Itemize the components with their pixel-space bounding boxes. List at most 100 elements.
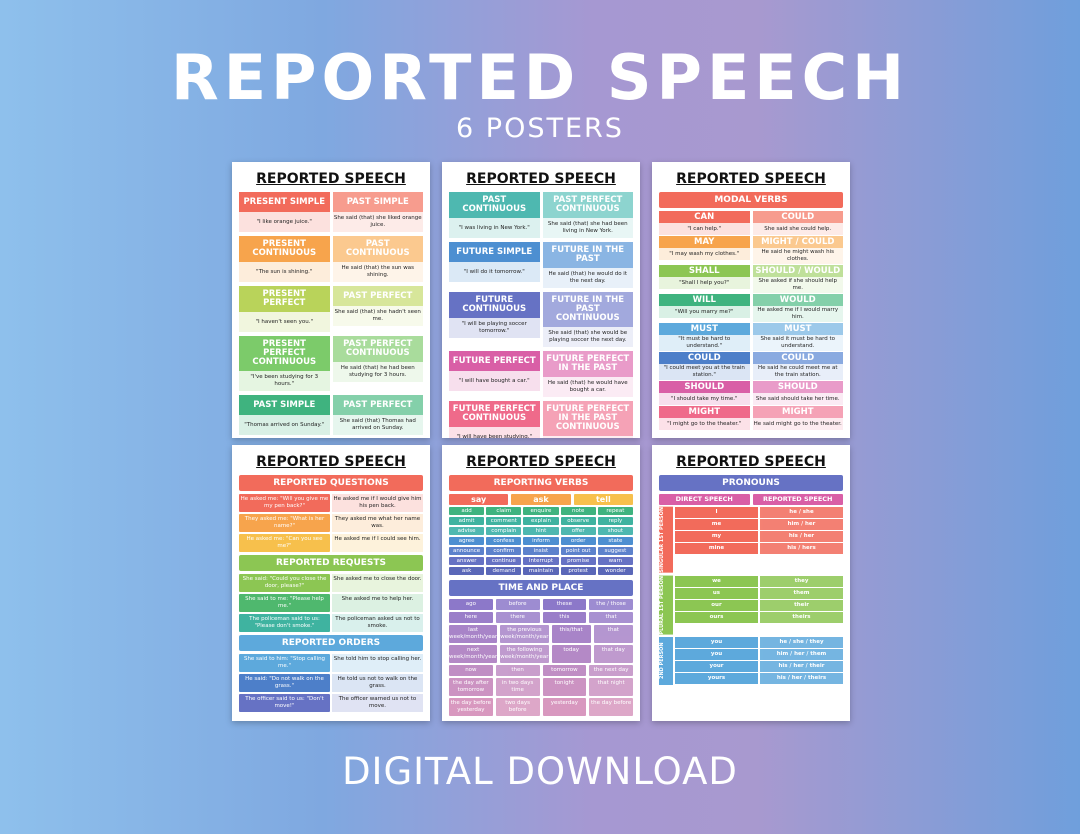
reported-cell: PAST SIMPLE She said (that) she liked ora… [332, 192, 423, 232]
reported-example: She said should take her time. [752, 393, 843, 405]
verb-head: tell [573, 494, 633, 505]
reported-pronoun: his / hers [760, 543, 843, 554]
time-place-row: here there this that [449, 612, 633, 623]
verb-head: ask [511, 494, 571, 505]
example-row: She said: "Could you close the door, ple… [239, 574, 423, 592]
tense-pair: CAN "I can help." COULD She said she could … [659, 211, 843, 235]
section-band: REPORTED REQUESTS [239, 555, 423, 571]
reported-heading: MUST [752, 323, 843, 335]
direct-example: "The sun is shining." [239, 262, 330, 282]
reported-cell: MIGHT / COULD He said he might wash his c… [752, 236, 843, 264]
poster-title: REPORTED SPEECH [466, 454, 616, 470]
time-place-cell: tonight [542, 678, 587, 696]
verb-item: hint [523, 527, 559, 535]
verb-item: interrupt [523, 557, 559, 565]
time-place-row: last week/month/year the previous week/mo… [449, 625, 633, 643]
reported-example: She said it must be hard to understand. [752, 335, 843, 351]
time-place-cell: there [495, 612, 540, 623]
reported-pronoun: theirs [760, 611, 843, 623]
direct-cell: PRESENT CONTINUOUS "The sun is shining." [239, 236, 330, 282]
tense-pair: SHOULD "I should take my time." SHOULD She … [659, 381, 843, 405]
direct-cell: PRESENT PERFECT CONTINUOUS "I've been stu… [239, 336, 330, 391]
direct-cell: PRESENT PERFECT "I haven't seen you." [239, 286, 330, 332]
tense-pair: WILL "Will you marry me?" WOULD He asked me… [659, 294, 843, 322]
poster-tenses-1: REPORTED SPEECH PRESENT SIMPLE "I like or… [232, 162, 430, 438]
direct-example: "I like orange juice." [239, 212, 330, 232]
reported-example: The officer warned us not to move. [332, 694, 423, 712]
pronoun-heads: DIRECT SPEECH REPORTED SPEECH [659, 494, 843, 505]
verb-heads: say ask tell [449, 494, 633, 505]
direct-pronoun: our [675, 599, 758, 611]
direct-example: "I will do it tomorrow." [449, 262, 540, 282]
time-place-cell: that night [589, 678, 633, 696]
band-modal-verbs: MODAL VERBS [659, 192, 843, 208]
reported-pronoun: his / her [760, 531, 843, 542]
direct-example: She said to me: "Please help me." [239, 594, 330, 612]
pronoun-row: my his / her [675, 531, 843, 542]
reported-cell: FUTURE IN THE PAST He said (that) he woul… [542, 242, 633, 288]
tense-pair: PRESENT SIMPLE "I like orange juice." PAST… [239, 192, 423, 232]
reported-heading: PAST PERFECT CONTINUOUS [332, 336, 423, 362]
direct-heading: PRESENT PERFECT [239, 286, 330, 312]
reported-example: He asked me if I would give him his pen … [332, 494, 423, 512]
direct-heading: FUTURE PERFECT [449, 351, 540, 371]
direct-heading: PAST CONTINUOUS [449, 192, 540, 218]
direct-cell: FUTURE CONTINUOUS "I will be playing socc… [449, 292, 540, 347]
group-label: 2ND PERSON [659, 637, 673, 686]
pronoun-head: DIRECT SPEECH [659, 494, 750, 505]
direct-cell: SHALL "Shall I help you?" [659, 265, 750, 293]
direct-heading: CAN [659, 211, 750, 223]
reported-cell: FUTURE PERFECT IN THE PAST He said (that)… [542, 351, 633, 397]
reported-cell: FUTURE PERFECT IN THE PAST CONTINUOUSShe… [542, 401, 633, 438]
direct-example: "I've been studying for 3 hours." [239, 371, 330, 391]
tense-pair: FUTURE SIMPLE "I will do it tomorrow." FUT… [449, 242, 633, 288]
direct-pronoun: we [675, 575, 758, 587]
reported-example: He told us not to walk on the grass. [332, 674, 423, 692]
pronoun-row: you he / she / they [675, 637, 843, 649]
direct-heading: FUTURE CONTINUOUS [449, 292, 540, 318]
direct-example: He said: "Do not walk on the grass." [239, 674, 330, 692]
time-place-cell: the previous week/month/year [500, 625, 549, 643]
reported-heading: FUTURE IN THE PAST CONTINUOUS [542, 292, 633, 327]
tense-pair: PAST SIMPLE "Thomas arrived on Sunday." PA… [239, 395, 423, 435]
verb-item: ask [449, 567, 485, 575]
tense-pair: SHALL "Shall I help you?" SHOULD / WOULD Sh… [659, 265, 843, 293]
direct-cell: FUTURE PERFECT "I will have bought a car.… [449, 351, 540, 397]
verb-item: observe [560, 517, 596, 525]
poster-pronouns: REPORTED SPEECH PRONOUNS DIRECT SPEECH RE… [652, 445, 850, 721]
time-place-cell: here [449, 612, 493, 623]
poster-questions-requests: REPORTED SPEECH REPORTED QUESTIONS He ask… [232, 445, 430, 721]
direct-heading: PRESENT PERFECT CONTINUOUS [239, 336, 330, 371]
direct-heading: COULD [659, 352, 750, 364]
reported-example: They asked me what her name was. [332, 514, 423, 532]
tense-pair: FUTURE PERFECT "I will have bought a car.… [449, 351, 633, 397]
pronoun-row: you him / her / them [675, 649, 843, 661]
verb-grid: add claim enquire note repeat admit comment exp… [449, 507, 633, 575]
direct-cell: MIGHT "I might go to the theater." [659, 406, 750, 430]
poster-title: REPORTED SPEECH [256, 171, 406, 187]
time-place-cell: that [593, 625, 633, 643]
reported-cell: COULD She said she could help. [752, 211, 843, 235]
reported-example: He asked me if I could see him. [332, 534, 423, 552]
reported-heading: PAST PERFECT [332, 286, 423, 306]
reported-example: She said (that) she had been living in N… [542, 218, 633, 238]
direct-example: He asked me: "Will you give me my pen ba… [239, 494, 330, 512]
reported-example: He said (that) he would have bought a ca… [542, 377, 633, 397]
verb-item: note [560, 507, 596, 515]
group-label: SINGULAR 1ST PERSON [659, 507, 673, 573]
tense-pair: FUTURE PERFECT CONTINUOUS "I will have be… [449, 401, 633, 438]
reported-heading: MIGHT [752, 406, 843, 418]
direct-example: The officer said to us: "Don't move!" [239, 694, 330, 712]
direct-example: They asked me: "What is her name?" [239, 514, 330, 532]
reported-pronoun: they [760, 575, 843, 587]
direct-example: "Shall I help you?" [659, 277, 750, 289]
reported-example: She said (that) Thomas had arrived on Su… [332, 415, 423, 435]
direct-heading: PAST SIMPLE [239, 395, 330, 415]
verb-item: maintain [523, 567, 559, 575]
reported-heading: SHOULD / WOULD [752, 265, 843, 277]
time-place-cell: this/that [551, 625, 591, 643]
direct-pronoun: mine [675, 543, 758, 554]
direct-pronoun: yours [675, 673, 758, 685]
reported-heading: FUTURE IN THE PAST [542, 242, 633, 268]
